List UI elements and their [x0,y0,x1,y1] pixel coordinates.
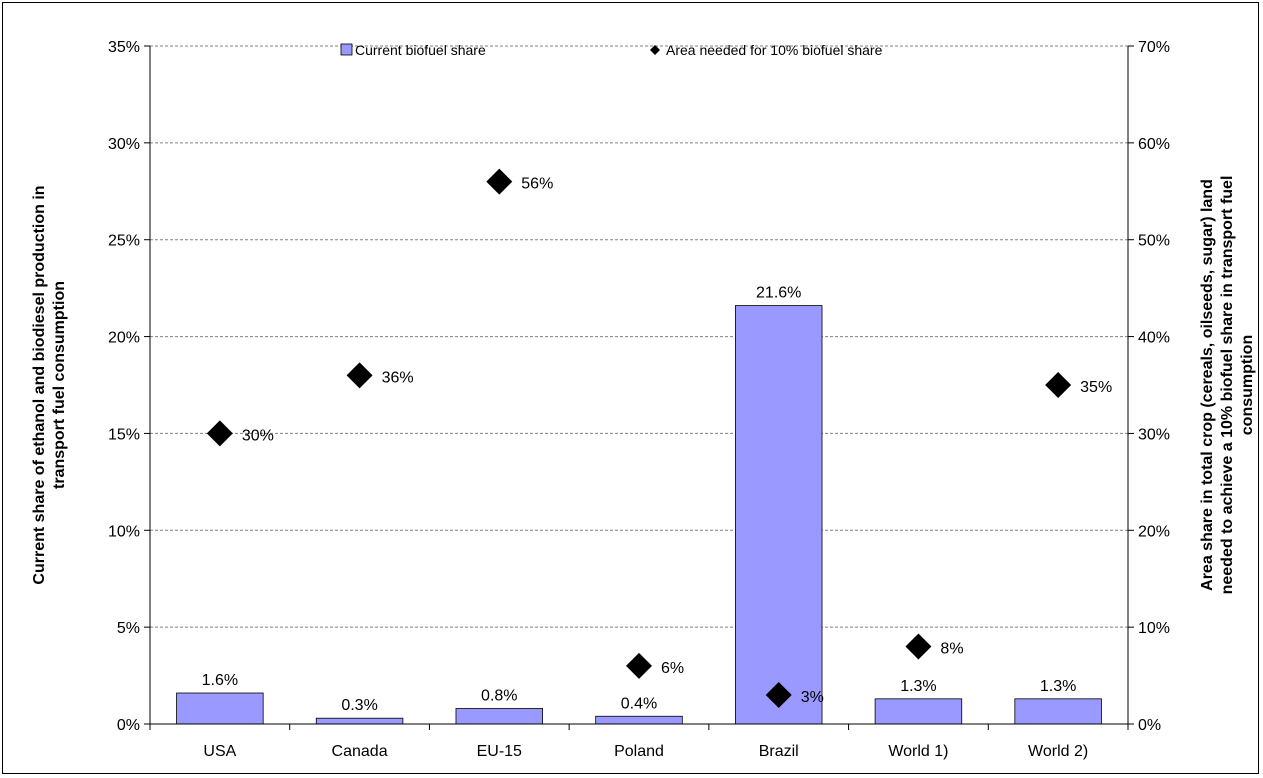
axes [149,46,1129,725]
left-axis-title-line: transport fuel consumption [51,281,68,489]
legend-bar-label: Current biofuel share [355,42,486,58]
right-axis-title-text: Area share in total crop (cereals, oilse… [1199,176,1256,595]
x-tick-label: World 2) [1028,743,1088,760]
right-tick-label: 10% [1138,620,1170,637]
legend-marker-label: Area needed for 10% biofuel share [666,42,883,58]
marker-data-label: 36% [382,369,414,386]
marker-data-label: 6% [661,660,684,677]
bar-data-label: 0.8% [481,688,517,705]
left-tick-label: 0% [117,717,140,734]
bar-data-label: 0.3% [341,697,377,714]
marker-point [1045,372,1072,398]
x-tick-label: Canada [332,743,388,760]
marker-data-label: 8% [940,641,963,658]
bar [176,692,264,725]
bar [1014,698,1102,725]
bar-data-label: 1.6% [202,672,238,689]
legend-bar-swatch [340,43,353,56]
left-tick-label: 35% [108,39,140,56]
legend-marker-swatch [650,45,660,55]
marker-data-label: 35% [1080,379,1112,396]
marker-point [346,362,373,389]
marker-series [206,168,1072,708]
bar-data-label: 1.3% [1040,678,1076,695]
marker-point [765,681,792,708]
gridlines [150,45,1128,628]
bar [595,715,683,725]
left-tick-label: 25% [108,233,140,250]
right-tick-label: 20% [1138,523,1170,540]
x-tick-label: Brazil [759,743,799,760]
bar-data-label: 0.4% [621,695,657,712]
left-tick-label: 10% [108,523,140,540]
right-axis-title-line: Area share in total crop (cereals, oilse… [1199,179,1216,591]
right-axis-title: Area share in total crop (cereals, oilse… [1199,176,1256,595]
right-tick-label: 50% [1138,233,1170,250]
bar-data-label: 21.6% [756,285,801,302]
bar-series [176,305,1102,725]
bar-data-labels: 1.6% 0.3% 0.8% 0.4% 21.6% 1.3% 1.3% [202,285,1077,715]
left-axis-title-text: Current share of ethanol and biodiesel p… [31,185,68,584]
marker-point [905,633,932,660]
left-axis-title-line: Current share of ethanol and biodiesel p… [31,185,48,584]
right-tick-label: 40% [1138,330,1170,347]
right-tick-label: 60% [1138,136,1170,153]
bar [315,717,404,725]
marker-point [626,652,652,679]
legend: Current biofuel share Area needed for 10… [340,42,883,58]
x-tick-label: EU-15 [477,743,522,760]
bar [455,708,543,725]
x-tick-label: USA [203,743,236,760]
x-tick-label: Poland [614,743,664,760]
bar [874,698,963,725]
right-axis-title-line: consumption [1239,335,1256,435]
marker-data-labels: 30% 36% 56% 6% 3% 8% 35% [242,176,1112,706]
right-tick-label: 0% [1138,717,1161,734]
x-axis-ticks: USA Canada EU-15 Poland Brazil World 1) World … [149,724,1129,760]
left-tick-label: 15% [108,426,140,443]
marker-data-label: 3% [801,689,824,706]
marker-point [206,420,233,447]
left-tick-label: 20% [108,330,140,347]
left-tick-label: 30% [108,136,140,153]
left-tick-label: 5% [117,620,140,637]
right-tick-label: 70% [1138,39,1170,56]
right-tick-label: 30% [1138,426,1170,443]
left-axis-title: Current share of ethanol and biodiesel p… [31,185,68,584]
right-axis-title-line: needed to achieve a 10% biofuel share in… [1219,176,1236,595]
marker-point [486,168,513,195]
right-axis-ticks: 0% 10% 20% 30% 40% 50% 60% 70% [1128,39,1170,734]
bar-data-label: 1.3% [900,678,936,695]
left-axis-ticks: 0% 5% 10% 15% 20% 25% 30% 35% [108,39,150,734]
marker-data-label: 30% [242,427,274,444]
marker-data-label: 56% [521,176,553,193]
x-tick-label: World 1) [888,743,948,760]
bar [735,305,823,725]
